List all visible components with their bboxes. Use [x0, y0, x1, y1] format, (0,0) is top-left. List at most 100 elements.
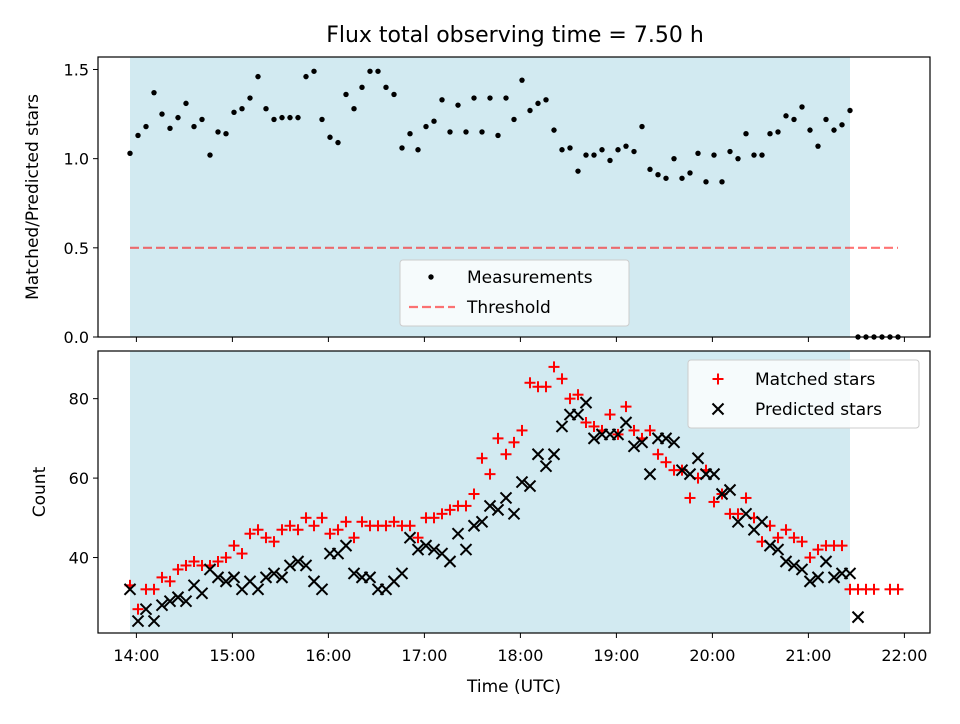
measurement-point	[751, 152, 757, 158]
measurement-points	[127, 68, 901, 340]
cross-stroke-b	[579, 396, 593, 409]
measurement-point	[367, 68, 373, 74]
matched-star-point	[236, 548, 248, 560]
matched-star-point	[572, 389, 584, 401]
predicted-star-point	[267, 567, 281, 580]
predicted-star-point	[803, 575, 817, 588]
cross-stroke-b	[491, 503, 505, 517]
chart-title: Flux total observing time = 7.50 h	[326, 23, 704, 48]
measurement-point	[615, 147, 621, 153]
y-tick-label: 1.5	[64, 60, 89, 79]
predicted-star-point	[539, 459, 553, 473]
predicted-star-point	[299, 559, 313, 572]
matched-star-point	[132, 603, 144, 615]
cross-stroke-b	[795, 563, 809, 576]
measurement-point	[623, 143, 629, 149]
matched-star-point	[812, 544, 824, 556]
predicted-star-point	[587, 432, 601, 445]
matched-star-point	[380, 520, 392, 532]
matched-star-point	[740, 492, 752, 504]
cross-stroke-b	[771, 543, 785, 556]
predicted-star-point	[259, 571, 273, 584]
measurement-point	[479, 129, 485, 135]
cross-stroke-b	[403, 531, 417, 544]
matched-star-point	[356, 516, 368, 528]
measurement-point	[191, 123, 197, 130]
cross-stroke-b	[531, 448, 545, 461]
cross-stroke-b	[195, 587, 209, 600]
cross-stroke-b	[723, 483, 737, 497]
cross-stroke-b	[643, 467, 657, 481]
cross-stroke-b	[171, 591, 185, 604]
matched-star-point	[556, 373, 568, 385]
predicted-star-point	[123, 583, 137, 596]
predicted-star-point	[283, 559, 297, 572]
measurement-point	[703, 179, 709, 185]
matched-star-point	[644, 424, 656, 436]
x-tick-label: 18:00	[497, 646, 543, 665]
cross-stroke-b	[123, 583, 137, 596]
matched-star-point	[244, 528, 256, 540]
count-panel: 40 60 80 14:00 15:00 16:00 17:00 18:00 19:00 20:…	[30, 350, 931, 697]
predicted-star-point	[659, 432, 673, 445]
measurement-point	[287, 114, 293, 121]
cross-stroke-b	[147, 614, 161, 628]
matched-star-point	[412, 532, 424, 544]
measurement-point	[639, 123, 645, 130]
predicted-star-point	[195, 587, 209, 600]
measurement-point	[503, 95, 509, 101]
measurement-point	[447, 129, 453, 135]
predicted-star-point	[499, 491, 513, 505]
measurement-point	[655, 172, 661, 178]
predicted-star-point	[795, 563, 809, 576]
matched-star-point	[476, 452, 488, 464]
cross-stroke-b	[819, 555, 833, 568]
predicted-star-point	[147, 614, 161, 628]
y-tick-label: 0.5	[64, 239, 89, 258]
matched-star-point	[228, 540, 240, 552]
cross-stroke-b	[251, 583, 265, 596]
cross-stroke-b	[619, 416, 633, 429]
measurement-point	[207, 152, 213, 158]
measurement-point	[647, 166, 653, 173]
cross-stroke-b	[707, 467, 721, 481]
predicted-star-point	[531, 448, 545, 461]
measurement-point	[375, 68, 381, 74]
measurement-point	[151, 89, 157, 96]
matched-star-point	[444, 504, 456, 516]
matched-star-point	[620, 401, 632, 413]
ratio-x-ticks	[135, 337, 905, 342]
matched-star-point	[500, 448, 512, 460]
matched-star-point	[540, 381, 552, 393]
matched-star-point	[892, 583, 904, 595]
measurement-point	[471, 95, 477, 101]
measurement-point	[327, 134, 333, 140]
measurement-point	[359, 84, 365, 91]
measurement-point	[335, 139, 341, 146]
cross-stroke-b	[627, 440, 641, 453]
cross-stroke-b	[539, 459, 553, 473]
predicted-star-point	[363, 571, 377, 584]
cross-stroke-b	[683, 467, 697, 481]
count-y-axis-label: Count	[30, 466, 50, 517]
matched-star-point	[276, 524, 288, 536]
predicted-star-point	[163, 595, 177, 608]
matched-star-point	[796, 536, 808, 548]
predicted-star-point	[851, 610, 865, 624]
measurement-point	[719, 179, 725, 185]
cross-stroke-b	[499, 491, 513, 505]
matched-star-point	[332, 524, 344, 536]
predicted-star-point	[411, 543, 425, 556]
predicted-star-point	[275, 571, 289, 584]
matched-star-point	[260, 532, 272, 544]
x-tick-label: 21:00	[785, 646, 831, 665]
predicted-star-point	[139, 602, 153, 616]
matched-star-point	[404, 520, 416, 532]
cross-stroke-b	[803, 575, 817, 588]
measurement-point	[319, 116, 325, 123]
cross-stroke-b	[675, 463, 689, 477]
matched-star-point	[164, 575, 176, 587]
measurement-point	[567, 145, 573, 151]
cross-stroke-b	[203, 563, 217, 576]
